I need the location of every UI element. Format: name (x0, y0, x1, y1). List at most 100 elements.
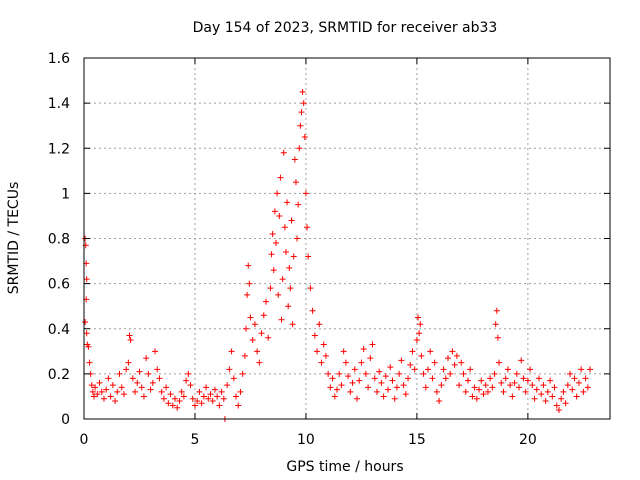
data-point (180, 393, 187, 400)
data-point (98, 388, 105, 395)
data-point (171, 395, 178, 402)
data-point (145, 370, 152, 377)
y-tick-label: 1.6 (48, 51, 70, 67)
data-point (235, 402, 242, 409)
y-tick-label: 0 (61, 412, 70, 428)
data-point (277, 174, 284, 181)
data-point (440, 366, 447, 373)
chart-title: Day 154 of 2023, SRMTID for receiver ab3… (193, 20, 498, 36)
data-point (290, 253, 297, 260)
data-point (233, 393, 240, 400)
data-point (522, 388, 529, 395)
data-point (338, 382, 345, 389)
data-point (429, 375, 436, 382)
data-point (549, 393, 556, 400)
data-point (275, 291, 282, 298)
data-point (244, 291, 251, 298)
data-point (169, 402, 176, 409)
data-point (301, 133, 308, 140)
data-point (351, 366, 358, 373)
data-point (152, 348, 159, 355)
data-point (209, 397, 216, 404)
data-point (189, 395, 196, 402)
data-point (302, 190, 309, 197)
data-point (334, 386, 341, 393)
data-point (211, 386, 218, 393)
data-point (220, 395, 227, 402)
data-point (143, 355, 150, 362)
data-point (247, 314, 254, 321)
data-point (176, 397, 183, 404)
data-point (547, 377, 554, 384)
data-point (109, 382, 116, 389)
data-point (114, 388, 121, 395)
data-point (467, 366, 474, 373)
data-point (417, 321, 424, 328)
data-point (116, 370, 123, 377)
y-tick-label: 0.2 (48, 367, 70, 383)
data-point (353, 395, 360, 402)
data-point (367, 355, 374, 362)
data-point (425, 366, 432, 373)
data-point (385, 386, 392, 393)
data-point (307, 285, 314, 292)
data-point (156, 375, 163, 382)
data-point (140, 393, 147, 400)
data-point (191, 402, 198, 409)
data-point (82, 318, 89, 325)
data-point (314, 348, 321, 355)
data-point (120, 391, 127, 398)
data-point (194, 397, 201, 404)
data-point (178, 388, 185, 395)
data-point (187, 382, 194, 389)
data-point (362, 370, 369, 377)
data-point (365, 384, 372, 391)
data-point (272, 240, 279, 247)
data-point (524, 377, 531, 384)
data-point (85, 343, 92, 350)
data-point (90, 393, 97, 400)
data-point (336, 370, 343, 377)
data-point (558, 395, 565, 402)
data-point (246, 280, 253, 287)
data-point (431, 359, 438, 366)
data-point (103, 386, 110, 393)
data-point (349, 379, 356, 386)
x-tick-label: 5 (191, 432, 200, 448)
data-point (270, 267, 277, 274)
data-point (297, 122, 304, 129)
data-point (578, 366, 585, 373)
data-point (413, 337, 420, 344)
x-axis-title: GPS time / hours (286, 459, 403, 475)
data-point (311, 332, 318, 339)
data-point (500, 388, 507, 395)
data-point (402, 391, 409, 398)
data-point (260, 312, 267, 319)
data-point (491, 370, 498, 377)
data-point (380, 393, 387, 400)
data-point (163, 384, 170, 391)
data-point (582, 375, 589, 382)
data-point (453, 352, 460, 359)
data-point (571, 375, 578, 382)
data-point (286, 264, 293, 271)
data-point (458, 359, 465, 366)
data-point (239, 370, 246, 377)
data-point (287, 285, 294, 292)
data-point (502, 375, 509, 382)
data-point (433, 388, 440, 395)
grid (84, 58, 610, 419)
x-tick-label: 20 (519, 432, 537, 448)
data-point (400, 382, 407, 389)
data-point (123, 366, 130, 373)
data-point (480, 391, 487, 398)
data-point (527, 366, 534, 373)
data-point (327, 384, 334, 391)
data-point (371, 375, 378, 382)
data-point (409, 348, 416, 355)
y-tick-label: 1.4 (48, 96, 70, 112)
data-point (205, 395, 212, 402)
data-point (278, 316, 285, 323)
data-point (245, 262, 252, 269)
